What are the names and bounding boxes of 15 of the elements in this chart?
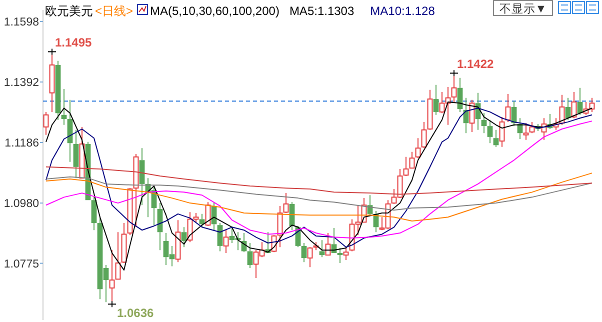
chart-subtitle: <日线> (95, 4, 134, 18)
text: MA5:1.1303 (289, 4, 354, 18)
y-tick-label: 1.1392 (4, 76, 39, 89)
annotation: 1.0636 (117, 306, 154, 320)
chart-title: 欧元美元 (45, 4, 93, 18)
annotation: 不显示▼ (499, 2, 547, 16)
y-tick-label: 1.1598 (4, 16, 39, 28)
legend-title: MA(5,10,30,60,100,200) (150, 4, 280, 18)
text: MA10:1.128 (370, 4, 436, 18)
y-tick-label: 1.0980 (4, 198, 39, 210)
button: 不显示▼ (493, 0, 553, 16)
annotation: 1.1495 (55, 36, 92, 50)
annotation: 1.1422 (457, 57, 494, 72)
y-tick-label: 1.0775 (4, 258, 39, 270)
y-tick-label: 1.1186 (4, 138, 39, 150)
